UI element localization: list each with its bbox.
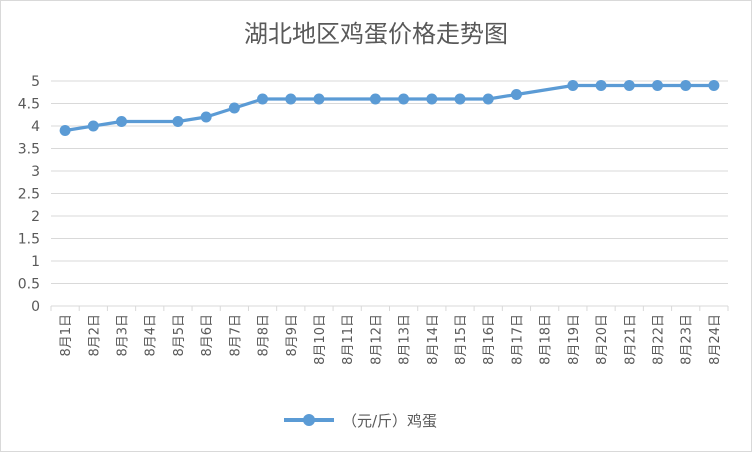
- data-point: [285, 93, 297, 105]
- data-point: [426, 93, 438, 105]
- data-point: [116, 116, 128, 127]
- x-tick-label: 8月9日: [285, 314, 300, 357]
- x-tick-label: 8月24日: [708, 314, 723, 365]
- x-tick-label: 8月8日: [257, 314, 272, 357]
- data-point: [398, 93, 410, 105]
- x-tick-label: 8月22日: [651, 314, 666, 365]
- x-tick-label: 8月4日: [144, 314, 159, 357]
- legend-label: （元/斤）鸡蛋: [342, 411, 438, 430]
- data-point: [708, 80, 720, 91]
- data-point: [200, 111, 212, 123]
- x-axis-ticks: 8月1日 8月2日 8月3日 8月4日 8月5日 8月6日 8月7日 8月8日 8月9日 8月10…: [59, 314, 723, 365]
- series-line: [63, 83, 716, 133]
- x-tick-label: 8月6日: [200, 314, 215, 357]
- x-tick-label: 8月16日: [482, 314, 497, 365]
- y-tick-label: 1.5: [18, 232, 40, 248]
- axes: [50, 305, 729, 311]
- series-layer: [59, 80, 720, 136]
- data-point: [228, 102, 240, 114]
- y-tick-label: 3: [31, 164, 40, 180]
- x-tick-label: 8月3日: [116, 314, 131, 357]
- y-tick-label: 4: [31, 119, 40, 135]
- y-tick-label: 0: [31, 299, 40, 315]
- legend-marker: [282, 408, 336, 432]
- x-tick-label: 8月2日: [87, 314, 102, 357]
- data-point: [454, 93, 466, 105]
- y-tick-label: 5: [31, 74, 40, 90]
- data-point: [510, 89, 522, 100]
- data-point: [482, 93, 494, 105]
- data-point: [172, 116, 184, 127]
- x-tick-label: 8月5日: [172, 314, 187, 357]
- x-tick-label: 8月13日: [398, 314, 413, 365]
- y-tick-label: 1: [31, 254, 40, 270]
- data-point: [87, 120, 99, 132]
- y-tick-label: 2.5: [18, 187, 40, 203]
- x-tick-label: 8月14日: [426, 314, 441, 365]
- data-point: [257, 93, 269, 105]
- data-point: [651, 80, 663, 91]
- data-point: [567, 80, 579, 91]
- x-tick-label: 8月19日: [567, 314, 582, 365]
- data-point: [313, 93, 325, 105]
- x-tick-label: 8月23日: [680, 314, 695, 365]
- x-tick-label: 8月7日: [228, 314, 243, 357]
- y-tick-label: 3.5: [18, 142, 40, 158]
- data-point: [680, 80, 692, 91]
- y-tick-label: 0.5: [18, 277, 40, 293]
- chart-title: 湖北地区鸡蛋价格走势图: [244, 20, 508, 48]
- x-tick-label: 8月20日: [595, 314, 610, 365]
- x-tick-label: 8月18日: [539, 314, 554, 365]
- y-axis-ticks: 0 0.5 1 1.5 2 2.5 3 3.5 4 4.5 5: [18, 74, 40, 315]
- x-tick-label: 8月11日: [341, 314, 356, 365]
- x-tick-label: 8月15日: [454, 314, 469, 365]
- x-tick-label: 8月21日: [623, 314, 638, 365]
- data-point: [595, 80, 607, 91]
- x-tick-label: 8月17日: [510, 314, 525, 365]
- legend: （元/斤）鸡蛋: [282, 408, 437, 432]
- x-tick-label: 8月12日: [369, 314, 384, 365]
- data-point: [623, 80, 635, 91]
- data-point: [59, 125, 71, 136]
- x-tick-label: 8月1日: [59, 314, 74, 357]
- data-point: [369, 93, 381, 105]
- y-tick-label: 4.5: [18, 97, 40, 113]
- grid-lines: [51, 80, 728, 284]
- y-tick-label: 2: [31, 209, 40, 225]
- x-tick-label: 8月10日: [313, 314, 328, 365]
